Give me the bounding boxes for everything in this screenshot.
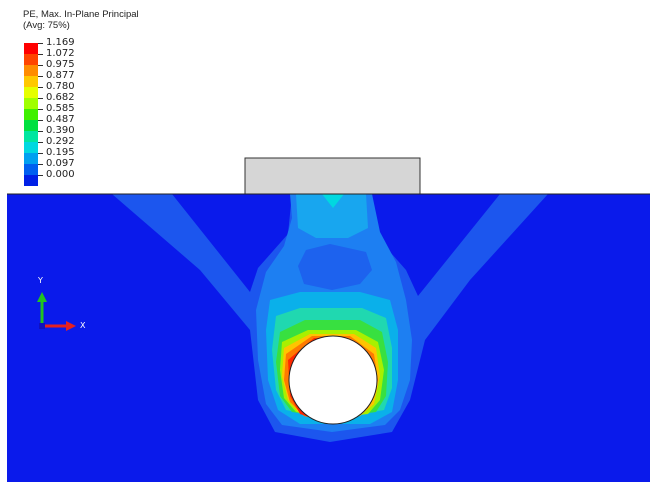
legend-swatch (24, 109, 38, 120)
legend-title: PE, Max. In-Plane Principal (Avg: 75%) (23, 9, 139, 31)
legend-value-label: 0.195 (46, 147, 75, 158)
legend-value-label: 0.682 (46, 92, 75, 103)
legend-value-label: 0.975 (46, 59, 75, 70)
legend-value-label: 0.292 (46, 136, 75, 147)
legend-tick (38, 153, 43, 154)
legend-swatch (24, 164, 38, 175)
legend-swatch (24, 87, 38, 98)
legend-value-label: 0.487 (46, 114, 75, 125)
legend-value-label: 0.097 (46, 158, 75, 169)
legend-tick (38, 43, 43, 44)
legend-title-averaging: (Avg: 75%) (23, 20, 70, 31)
contour-band-0390-top (322, 194, 344, 208)
contour-band-0292-top (296, 194, 368, 238)
legend-swatch (24, 175, 38, 186)
legend-value-label: 0.000 (46, 169, 75, 180)
legend-tick (38, 164, 43, 165)
legend-tick (38, 131, 43, 132)
contour-legend (24, 43, 38, 186)
legend-swatch (24, 142, 38, 153)
legend-value-label: 0.585 (46, 103, 75, 114)
triad-y-label: Y (38, 276, 43, 285)
legend-swatch (24, 153, 38, 164)
footing (244, 157, 421, 195)
legend-value-label: 1.169 (46, 37, 75, 48)
legend-tick (38, 142, 43, 143)
legend-tick (38, 109, 43, 110)
legend-tick (38, 54, 43, 55)
legend-tick (38, 98, 43, 99)
tunnel-opening (288, 335, 378, 425)
legend-value-label: 0.390 (46, 125, 75, 136)
legend-title-variable: PE, Max. In-Plane Principal (23, 9, 139, 20)
legend-value-label: 1.072 (46, 48, 75, 59)
coordinate-triad (37, 292, 76, 331)
contour-pocket (298, 244, 372, 290)
legend-swatch (24, 54, 38, 65)
legend-swatch (24, 65, 38, 76)
legend-tick (38, 175, 43, 176)
legend-value-label: 0.877 (46, 70, 75, 81)
legend-swatch (24, 120, 38, 131)
legend-value-label: 0.780 (46, 81, 75, 92)
legend-tick (38, 120, 43, 121)
legend-swatch (24, 98, 38, 109)
legend-swatch (24, 43, 38, 54)
legend-tick (38, 87, 43, 88)
triad-x-label: X (80, 321, 86, 330)
legend-swatch (24, 131, 38, 142)
legend-tick (38, 65, 43, 66)
legend-swatch (24, 76, 38, 87)
legend-tick (38, 76, 43, 77)
